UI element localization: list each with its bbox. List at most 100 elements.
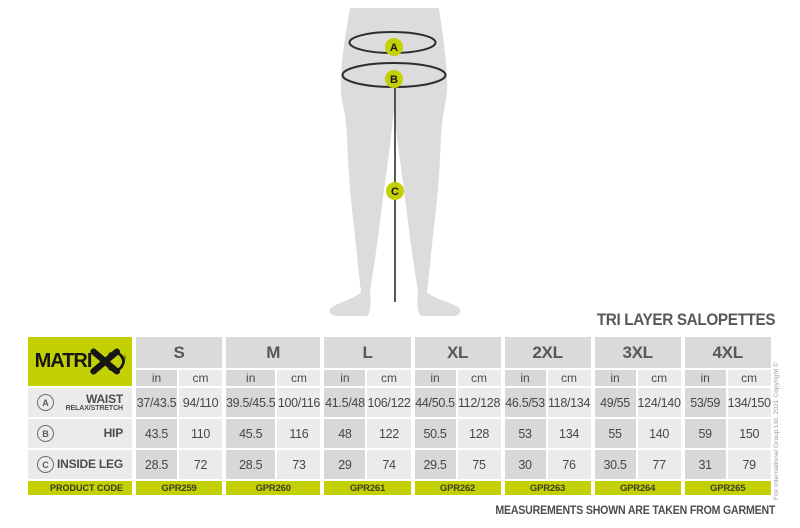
product-code-cell: GPR262	[412, 481, 501, 495]
value-cell: 112/128	[457, 388, 501, 417]
value-cell: 37/43.5	[134, 388, 177, 417]
unit-header: in	[412, 370, 456, 386]
size-col-header-3xl: 3XL	[592, 337, 681, 368]
value-cell: 50.5	[412, 419, 456, 448]
row-label-text: WAIST	[86, 391, 123, 406]
fish-x-icon	[90, 348, 126, 375]
waist-row: A WAIST RELAX/STRETCH 37/43.5 94/110 39.…	[28, 388, 771, 417]
value-cell: 100/116	[277, 388, 321, 417]
value-cell: 45.5	[224, 419, 276, 448]
value-cell: 30	[502, 450, 546, 479]
unit-header: cm	[547, 370, 591, 386]
value-cell: 72	[179, 450, 222, 479]
matrix-wordmark: MATRI	[34, 350, 93, 372]
matrix-logo: MATRI ®	[28, 348, 132, 375]
value-cell: 46.5/53	[502, 388, 546, 417]
unit-header: cm	[367, 370, 411, 386]
lower-body-measurement-diagram: A B C	[329, 8, 461, 316]
value-cell: 53/59	[682, 388, 726, 417]
value-cell: 53	[502, 419, 546, 448]
value-cell: 29.5	[412, 450, 456, 479]
value-cell: 75	[457, 450, 501, 479]
value-cell: 110	[179, 419, 222, 448]
size-chart-table: MATRI ® S M L XL 2XL 3XL 4XL in cm	[26, 335, 773, 497]
unit-header: cm	[727, 370, 771, 386]
value-cell: 118/134	[547, 388, 591, 417]
unit-header: in	[502, 370, 546, 386]
matrix-logo-cell: MATRI ®	[28, 337, 132, 386]
unit-header: cm	[179, 370, 222, 386]
value-cell: 55	[592, 419, 636, 448]
product-code-cell: GPR265	[682, 481, 771, 495]
product-code-cell: GPR264	[592, 481, 681, 495]
measurement-row-label: B HIP	[28, 419, 132, 448]
product-code-cell: GPR263	[502, 481, 591, 495]
row-badge-b: B	[37, 425, 54, 442]
product-code-label-cell: PRODUCT CODE	[28, 481, 132, 495]
unit-header: in	[322, 370, 366, 386]
size-col-header-l: L	[322, 337, 411, 368]
value-cell: 106/122	[367, 388, 411, 417]
value-cell: 44/50.5	[412, 388, 456, 417]
product-code-label: PRODUCT CODE	[49, 483, 123, 493]
value-cell: 122	[367, 419, 411, 448]
value-cell: 134	[547, 419, 591, 448]
size-col-header-4xl: 4XL	[682, 337, 771, 368]
size-col-header-2xl: 2XL	[502, 337, 591, 368]
hip-row: B HIP 43.5 110 45.5 116 48 122 50.5 128 …	[28, 419, 771, 448]
row-label-text: INSIDE LEG	[56, 457, 123, 472]
value-cell: 30.5	[592, 450, 636, 479]
inside-leg-row: C INSIDE LEG 28.5 72 28.5 73 29 74 29.5 …	[28, 450, 771, 479]
value-cell: 77	[637, 450, 681, 479]
point-a-label: A	[390, 42, 398, 54]
value-cell: 41.5/48	[322, 388, 366, 417]
copyright-text: Fox International Group Ltd. 2021 Copyri…	[773, 362, 780, 500]
unit-header: in	[592, 370, 636, 386]
unit-header-row: in cm in cm in cm in cm in cm in cm in c…	[28, 370, 771, 386]
value-cell: 150	[727, 419, 771, 448]
value-cell: 79	[727, 450, 771, 479]
value-cell: 128	[457, 419, 501, 448]
value-cell: 94/110	[179, 388, 222, 417]
unit-header: in	[682, 370, 726, 386]
value-cell: 140	[637, 419, 681, 448]
value-cell: 76	[547, 450, 591, 479]
row-badge-a: A	[37, 394, 54, 411]
measurements-note: MEASUREMENTS SHOWN ARE TAKEN FROM GARMEN…	[495, 505, 775, 517]
measurement-row-label: C INSIDE LEG	[28, 450, 132, 479]
value-cell: 49/55	[592, 388, 636, 417]
product-code-row: PRODUCT CODE GPR259 GPR260 GPR261 GPR262…	[28, 481, 771, 495]
unit-header: cm	[277, 370, 321, 386]
value-cell: 39.5/45.5	[224, 388, 276, 417]
value-cell: 43.5	[134, 419, 177, 448]
measurement-row-label: A WAIST RELAX/STRETCH	[28, 388, 132, 417]
value-cell: 31	[682, 450, 726, 479]
product-title: TRI LAYER SALOPETTES	[596, 310, 776, 329]
point-c-badge: C	[386, 182, 404, 200]
unit-header: in	[134, 370, 177, 386]
row-sublabel-text: RELAX/STRETCH	[65, 405, 124, 413]
unit-header: in	[224, 370, 276, 386]
product-code-cell: GPR259	[134, 481, 222, 495]
value-cell: 116	[277, 419, 321, 448]
value-cell: 59	[682, 419, 726, 448]
point-c-label: C	[391, 186, 399, 198]
size-col-header-s: S	[134, 337, 222, 368]
value-cell: 28.5	[224, 450, 276, 479]
value-cell: 48	[322, 419, 366, 448]
point-b-label: B	[390, 74, 398, 86]
size-col-header-m: M	[224, 337, 321, 368]
unit-header: cm	[457, 370, 501, 386]
value-cell: 29	[322, 450, 366, 479]
row-badge-c: C	[37, 456, 54, 473]
product-code-cell: GPR260	[224, 481, 321, 495]
point-a-badge: A	[385, 38, 403, 56]
point-b-badge: B	[385, 70, 403, 88]
value-cell: 74	[367, 450, 411, 479]
size-col-header-xl: XL	[412, 337, 501, 368]
row-label-text: HIP	[103, 426, 124, 441]
value-cell: 124/140	[637, 388, 681, 417]
registered-mark: ®	[121, 356, 126, 362]
unit-header: cm	[637, 370, 681, 386]
